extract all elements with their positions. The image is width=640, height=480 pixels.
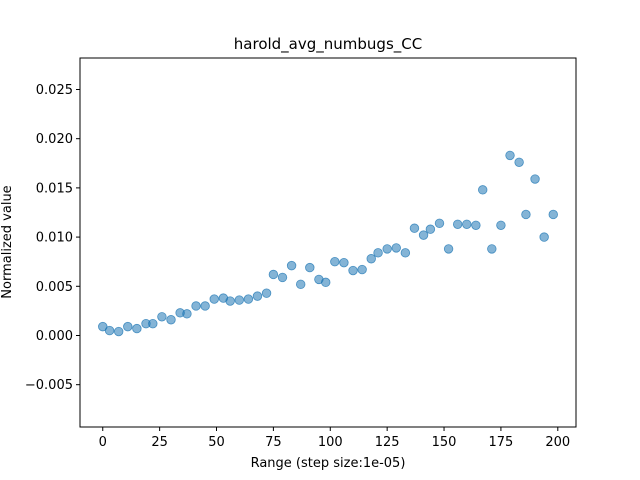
data-point <box>182 309 192 319</box>
data-point <box>382 244 392 254</box>
data-point <box>277 272 288 283</box>
data-point <box>366 254 376 264</box>
data-point <box>200 301 210 311</box>
chart-title: harold_avg_numbugs_CC <box>234 35 422 54</box>
x-tick-label: 175 <box>489 435 514 450</box>
y-axis-ticks: −0.005 0.000 0.005 0.010 0.015 0.020 0.025 <box>25 83 80 393</box>
data-point <box>252 291 263 301</box>
data-point <box>373 248 383 258</box>
data-point <box>418 230 429 240</box>
y-axis-label: Normalized value <box>0 185 15 298</box>
data-point <box>166 315 176 325</box>
x-axis-ticks: 0 25 50 75 100 125 150 175 200 <box>99 427 570 450</box>
x-tick-label: 150 <box>432 435 457 450</box>
data-point <box>113 326 124 337</box>
y-tick-label: 0.015 <box>36 181 73 196</box>
data-point <box>434 218 445 229</box>
data-point <box>348 265 358 276</box>
x-tick-label: 25 <box>151 435 168 450</box>
data-point <box>357 264 367 275</box>
data-point <box>286 260 297 271</box>
data-point <box>400 248 411 258</box>
data-point <box>321 277 331 288</box>
data-point <box>539 232 549 242</box>
data-point <box>425 224 436 234</box>
x-tick-label: 75 <box>265 435 282 450</box>
data-point <box>132 323 142 334</box>
data-point <box>548 209 558 220</box>
data-point <box>148 318 158 329</box>
y-tick-label: 0.000 <box>36 329 73 344</box>
data-point <box>268 269 279 280</box>
y-tick-label: 0.005 <box>36 280 73 295</box>
data-point <box>530 174 540 184</box>
y-tick-label: 0.010 <box>36 231 73 246</box>
points-layer <box>98 150 558 337</box>
data-point <box>209 294 219 304</box>
data-point <box>409 223 420 233</box>
data-point <box>123 321 133 332</box>
data-point <box>521 209 531 220</box>
y-tick-label: 0.020 <box>36 132 73 147</box>
x-tick-label: 200 <box>545 435 570 450</box>
x-axis-label: Range (step size:1e-05) <box>251 456 406 471</box>
data-point <box>505 150 515 161</box>
data-point <box>225 296 235 306</box>
data-point <box>305 262 315 273</box>
data-point <box>391 243 401 253</box>
data-point <box>443 244 454 254</box>
data-point <box>514 157 524 168</box>
data-point <box>452 219 463 230</box>
y-tick-label: −0.005 <box>25 378 73 393</box>
data-point <box>330 256 340 267</box>
data-point <box>234 295 244 305</box>
x-tick-label: 100 <box>318 435 343 450</box>
x-tick-label: 50 <box>208 435 225 450</box>
data-point <box>261 288 272 298</box>
data-point <box>471 220 481 230</box>
data-point <box>243 294 254 304</box>
y-tick-label: 0.025 <box>36 83 73 98</box>
data-point <box>296 279 306 290</box>
data-point <box>478 185 488 195</box>
data-point <box>191 301 201 311</box>
data-point <box>339 257 349 268</box>
data-point <box>104 325 115 336</box>
data-point <box>487 244 497 254</box>
x-tick-label: 0 <box>99 435 107 450</box>
data-point <box>157 312 167 322</box>
x-tick-label: 125 <box>375 435 400 450</box>
data-point <box>496 220 506 230</box>
plot-frame <box>79 57 577 428</box>
data-point <box>462 219 472 230</box>
